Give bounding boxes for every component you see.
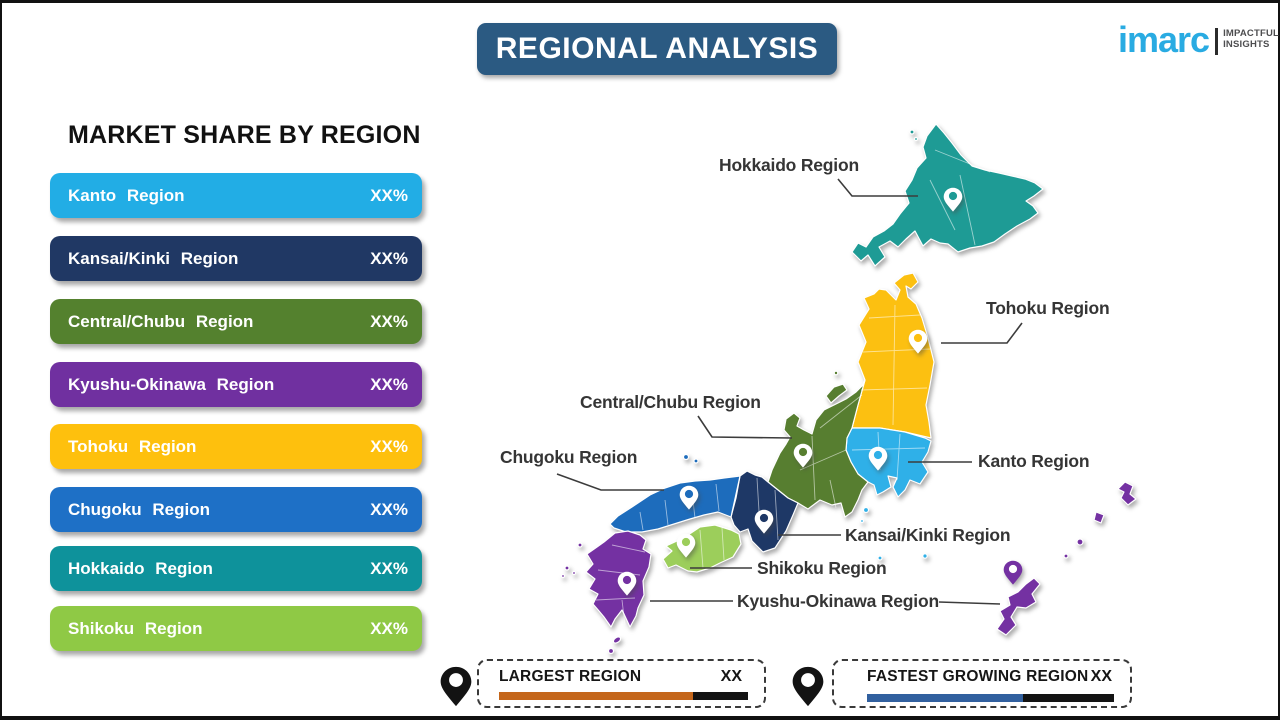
- logo-tagline: IMPACTFUL INSIGHTS: [1223, 28, 1279, 50]
- map-label-tohoku: Tohoku Region: [986, 298, 1110, 318]
- region-value: XX%: [370, 558, 408, 578]
- legend-largest-region: LARGEST REGION XX: [477, 659, 766, 708]
- region-label: Central/Chubu Region: [68, 311, 254, 331]
- legend-fastest-growing-region: FASTEST GROWING REGION XX: [832, 659, 1132, 708]
- callout-hokkaido: [837, 178, 918, 197]
- map-islet: [877, 555, 883, 561]
- logo-wordmark: imarc: [1118, 19, 1210, 60]
- map-islet: [577, 542, 583, 548]
- region-label: Kanto Region: [68, 185, 185, 205]
- map-islet: [833, 370, 839, 376]
- frame-border-top: [0, 0, 1280, 3]
- market-share-row-hokkaido: Hokkaido Region XX%: [50, 546, 422, 591]
- callout-lines: [556, 178, 1023, 605]
- region-label: Shikoku Region: [68, 618, 203, 638]
- map-islet: [571, 570, 577, 576]
- market-share-row-shikoku: Shikoku Region XX%: [50, 606, 422, 651]
- callout-tohoku: [941, 322, 1023, 344]
- title-banner: REGIONAL ANALYSIS: [477, 23, 837, 75]
- page-title: REGIONAL ANALYSIS: [495, 32, 819, 65]
- legend-largest-value: XX: [720, 668, 742, 685]
- map-islet: [913, 136, 919, 142]
- legend-fastest-bar-fill: [867, 694, 1023, 702]
- map-label-chubu: Central/Chubu Region: [580, 392, 761, 412]
- market-share-heading: MARKET SHARE BY REGION: [68, 121, 421, 149]
- location-pin-hokkaido: [943, 187, 963, 212]
- region-value: XX%: [370, 374, 408, 394]
- location-pin-tohoku: [908, 329, 928, 354]
- market-share-row-chugoku: Chugoku Region XX%: [50, 487, 422, 532]
- map-islet: [922, 553, 928, 559]
- location-pin-shikoku: [676, 533, 696, 558]
- region-value: XX%: [370, 185, 408, 205]
- map-islet: [682, 453, 690, 461]
- map-islet: [1063, 553, 1069, 559]
- location-pin-kyushu: [617, 571, 637, 596]
- map-islet: [693, 458, 699, 464]
- logo-tagline-line2: INSIGHTS: [1223, 39, 1270, 50]
- map-pins: [617, 187, 1023, 596]
- legend-largest-bar: [499, 692, 748, 700]
- legend-largest-label: LARGEST REGION: [499, 668, 642, 685]
- legend-fastest-value: XX: [1090, 668, 1112, 685]
- map-label-kanto: Kanto Region: [978, 451, 1090, 471]
- map-islet: [909, 129, 915, 135]
- market-share-row-tohoku: Tohoku Region XX%: [50, 424, 422, 469]
- map-island-okinawa-chain: [1117, 481, 1137, 506]
- region-label: Kansai/Kinki Region: [68, 248, 239, 268]
- map-region-shikoku: [662, 524, 742, 573]
- map-label-hokkaido: Hokkaido Region: [719, 155, 859, 175]
- legend-fastest-bar: [867, 694, 1114, 702]
- map-region-tohoku: [851, 272, 935, 439]
- legend-largest-bar-fill: [499, 692, 694, 700]
- location-pin-okinawa: [1003, 560, 1023, 585]
- legend-pin-fastest: [792, 666, 824, 707]
- market-share-row-kansai: Kansai/Kinki Region XX%: [50, 236, 422, 281]
- frame-border-left: [0, 0, 2, 720]
- market-share-row-chubu: Central/Chubu Region XX%: [50, 299, 422, 344]
- map-label-kansai: Kansai/Kinki Region: [845, 525, 1011, 545]
- location-pin-chugoku: [679, 485, 699, 510]
- map-label-shikoku: Shikoku Region: [757, 558, 887, 578]
- location-pin-kansai: [754, 509, 774, 534]
- legend-pin-largest: [440, 666, 472, 707]
- region-value: XX%: [370, 248, 408, 268]
- map-label-kyushu: Kyushu-Okinawa Region: [737, 591, 939, 611]
- region-label: Tohoku Region: [68, 436, 197, 456]
- region-label: Chugoku Region: [68, 499, 210, 519]
- map-island-okinawa-main: [996, 577, 1041, 636]
- frame-border-bottom: [0, 716, 1280, 720]
- logo-divider: [1215, 28, 1219, 55]
- map-islet: [560, 573, 566, 579]
- map-islet: [612, 636, 622, 644]
- location-pin-chubu: [793, 443, 813, 468]
- legend-fastest-label: FASTEST GROWING REGION: [867, 668, 1089, 685]
- region-label: Kyushu-Okinawa Region: [68, 374, 275, 394]
- callout-kyushu-right: [938, 601, 1001, 605]
- imarc-logo: imarc IMPACTFUL INSIGHTS: [1118, 22, 1279, 58]
- region-label: Hokkaido Region: [68, 558, 213, 578]
- market-share-row-kanto: Kanto Region XX%: [50, 173, 422, 218]
- map-islet: [607, 647, 615, 655]
- map-island-okinawa-chain: [1093, 511, 1105, 524]
- region-value: XX%: [370, 436, 408, 456]
- region-value: XX%: [370, 499, 408, 519]
- frame-border-right: [1278, 0, 1280, 720]
- map-islet: [564, 565, 570, 571]
- map-islet: [862, 506, 870, 514]
- map-islet: [859, 518, 865, 524]
- region-value: XX%: [370, 618, 408, 638]
- map-islet: [1076, 538, 1084, 546]
- logo-tagline-line1: IMPACTFUL: [1223, 28, 1280, 39]
- callout-chugoku: [556, 473, 664, 491]
- map-label-chugoku: Chugoku Region: [500, 447, 638, 467]
- map-island-sado: [825, 383, 848, 404]
- map-region-chugoku: [609, 475, 741, 533]
- market-share-row-kyushu: Kyushu-Okinawa Region XX%: [50, 362, 422, 407]
- callout-chubu: [697, 415, 793, 439]
- location-pin-kanto: [868, 446, 888, 471]
- region-value: XX%: [370, 311, 408, 331]
